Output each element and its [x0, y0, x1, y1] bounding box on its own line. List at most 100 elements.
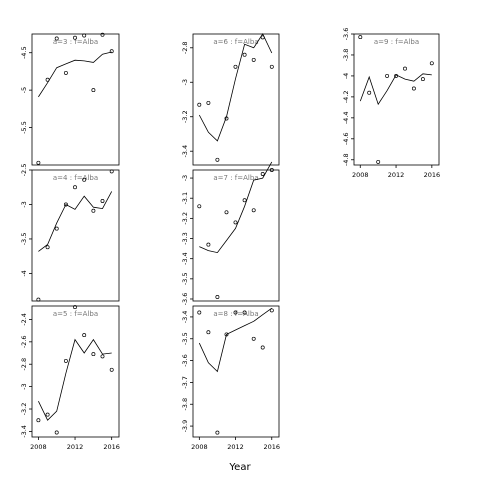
y-tick-label: -2.4 [20, 313, 28, 326]
data-point [260, 35, 265, 40]
y-tick-label: -3.9 [181, 420, 189, 433]
y-tick-label: -4.2 [342, 91, 350, 104]
y-tick-label: -3.6 [342, 28, 350, 41]
y-tick-label: -3 [181, 175, 189, 181]
data-point [91, 208, 96, 213]
y-tick-label: -2.6 [20, 335, 28, 348]
x-tick-label: 2016 [103, 443, 120, 451]
data-point [358, 35, 363, 40]
series-line [359, 73, 432, 106]
data-point [251, 336, 256, 341]
x-tick-label: 2016 [424, 171, 441, 179]
data-point [197, 310, 202, 315]
data-point [91, 352, 96, 357]
data-point [376, 159, 381, 164]
panel-frame [31, 33, 120, 166]
y-tick-label: -4 [20, 270, 28, 276]
series-line [198, 307, 273, 373]
y-tick-label: -2.8 [20, 358, 28, 371]
data-point [197, 204, 202, 209]
data-point [36, 297, 41, 302]
y-tick-label: -3.1 [181, 192, 189, 205]
panel-3: a=9 : f=Alba-3.6-3.8-4-4.2-4.4-4.6-4.820… [342, 28, 440, 179]
panel-frame [31, 305, 120, 438]
data-point [429, 61, 434, 66]
y-tick-label: -3.6 [181, 354, 189, 367]
data-point [385, 73, 390, 78]
data-point [73, 35, 77, 40]
panel-7: a=8 : f=Alba-3.4-3.5-3.6-3.7-3.8-3.92008… [181, 305, 280, 451]
data-point [82, 33, 87, 38]
data-point [206, 330, 211, 335]
y-tick-label: -3.4 [181, 311, 189, 324]
data-point [63, 202, 68, 207]
data-point [91, 88, 96, 93]
panel-title: a=5 : f=Alba [53, 310, 98, 318]
data-point [411, 86, 416, 91]
data-point [54, 430, 59, 435]
data-point [45, 77, 50, 82]
data-point [215, 157, 220, 162]
y-tick-label: -4 [342, 73, 350, 79]
data-point [109, 367, 114, 372]
y-tick-label: -3.6 [181, 293, 189, 306]
data-point [73, 185, 77, 190]
data-point [242, 198, 247, 203]
data-point [269, 308, 274, 313]
data-point [251, 57, 256, 62]
data-point [45, 412, 50, 417]
data-point [260, 345, 265, 350]
data-point [260, 172, 265, 176]
data-point [206, 100, 211, 105]
data-point [54, 36, 59, 41]
y-tick-label: -3.2 [181, 110, 189, 123]
y-tick-label: -5 [20, 87, 28, 93]
x-axis-label: Year [228, 462, 251, 473]
data-point [45, 245, 50, 250]
data-point [63, 70, 68, 75]
panel-title: a=7 : f=Alba [213, 174, 258, 182]
panel-2: a=6 : f=Alba -2.8 -3 -3.2 -3.4 [181, 33, 280, 166]
y-tick-label: -3.5 [181, 332, 189, 345]
y-tick-label: -3.5 [20, 233, 28, 246]
y-tick-label: -4.6 [342, 132, 350, 145]
panel-frame [31, 169, 120, 302]
panel-5: a=7 : f=Alba -3 -3.1 -3.2 -3.3 -3.4 -3.5 -3.6 [181, 161, 280, 306]
series-line [199, 161, 273, 254]
data-point [233, 220, 238, 225]
y-tick-label: -3.7 [181, 376, 189, 389]
data-point [215, 430, 220, 435]
data-point [206, 242, 211, 247]
panel-title: a=4 : f=Alba [53, 174, 98, 182]
data-point [420, 77, 425, 82]
data-point [242, 310, 247, 315]
data-point [36, 418, 41, 423]
y-tick-label: -3.2 [20, 403, 28, 416]
y-tick-label: -3.8 [342, 49, 350, 62]
x-tick-label: 2008 [352, 171, 369, 179]
series-line [38, 338, 112, 421]
y-tick-label: -2.8 [181, 41, 189, 54]
data-point [109, 169, 114, 174]
data-point [82, 177, 87, 182]
series-line [38, 191, 113, 252]
y-tick-label: -3.2 [181, 212, 189, 225]
x-tick-label: 2008 [191, 443, 208, 451]
panel-title: a=6 : f=Alba [213, 38, 258, 46]
y-tick-label: -3.3 [181, 232, 189, 245]
panel-4: a=4 : f=Alba -2.5 -3 -3.5 -4 [20, 164, 120, 302]
data-point [394, 73, 399, 78]
data-point [100, 199, 105, 203]
y-tick-label: -3 [20, 201, 28, 207]
y-tick-label: -4.8 [342, 153, 350, 166]
x-tick-label: 2012 [388, 171, 405, 179]
data-point [233, 64, 238, 69]
y-tick-label: -2.5 [20, 164, 28, 177]
data-point [215, 295, 220, 299]
data-point [100, 354, 105, 359]
panel-1: a=3 : f=Alba -4.5 -5 -5.5 [20, 32, 120, 166]
data-point [242, 52, 247, 57]
y-tick-label: -4.5 [20, 46, 28, 59]
data-point [100, 32, 105, 37]
